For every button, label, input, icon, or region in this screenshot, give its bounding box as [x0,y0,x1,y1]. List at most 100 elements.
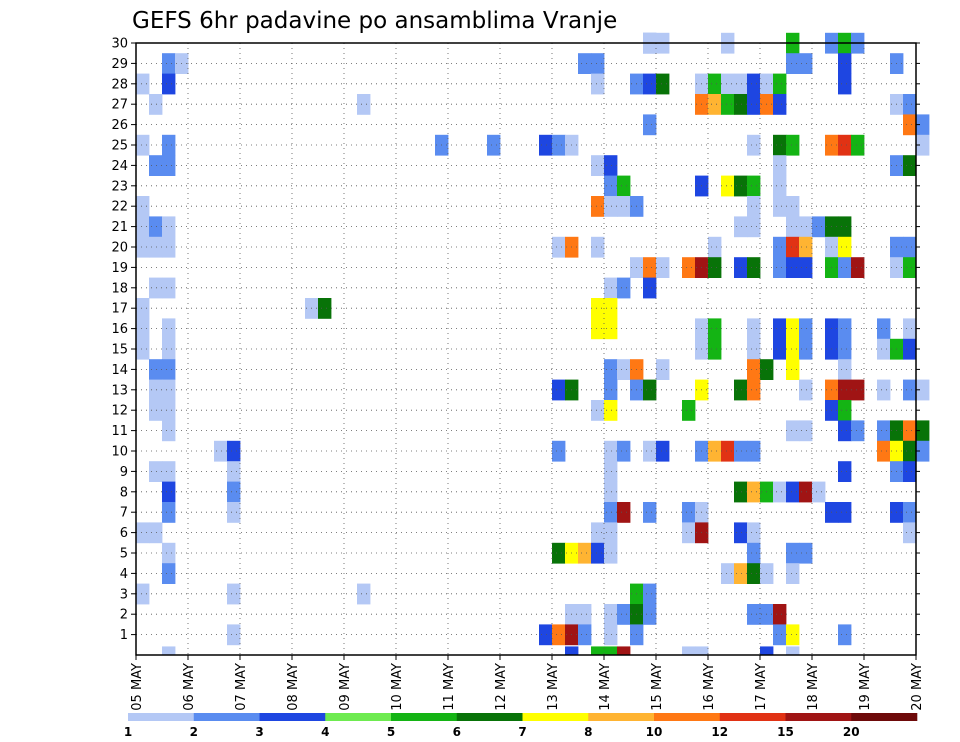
heatmap-cell [617,604,631,625]
heatmap-cell [604,461,618,482]
heatmap-cell [734,522,748,544]
heatmap-cell [838,461,852,482]
heatmap-cell [851,134,865,156]
colorbar-label: 5 [387,725,395,739]
y-tick-label: 3 [120,587,128,602]
heatmap-cell [734,175,748,197]
y-tick-label: 7 [120,506,128,521]
heatmap-cell [604,481,618,503]
heatmap-cell [552,542,566,564]
heatmap-cell [552,440,566,462]
heatmap-cell [812,481,826,503]
heatmap-cell [799,542,813,564]
heatmap-cell [903,502,917,523]
heatmap-cell [838,53,852,74]
heatmap-cell [136,338,150,360]
y-tick-label: 26 [111,118,128,133]
x-tick-label: 20 MAY [910,663,925,711]
heatmap-cell [149,461,163,482]
heatmap-cell [747,73,761,95]
y-tick-label: 30 [111,37,128,52]
heatmap-cell [604,400,618,421]
heatmap-cell [747,257,761,278]
heatmap-cell [136,134,150,156]
heatmap-cell [799,420,813,442]
heatmap-cell [786,542,800,564]
heatmap-cell [708,236,722,258]
heatmap-cell [357,583,371,605]
heatmap-cell [591,298,605,319]
heatmap-cell [617,175,631,197]
heatmap-cell [682,646,696,656]
heatmap-cell [734,440,748,462]
y-tick-label: 21 [111,220,128,235]
x-tick-label: 15 MAY [650,663,665,711]
heatmap-cell [149,236,163,258]
y-tick-label: 15 [111,343,128,358]
x-tick-label: 09 MAY [338,663,353,711]
colorbar-label: 10 [646,725,663,739]
heatmap-cell [136,236,150,258]
heatmap-cell [773,318,787,340]
heatmap-cell [838,379,852,401]
heatmap-cell [227,583,241,605]
heatmap-cell [734,216,748,238]
heatmap-cell [916,114,930,136]
heatmap-cell [773,481,787,503]
y-tick-label: 11 [111,424,128,439]
heatmap-cell [903,94,917,115]
y-tick-label: 6 [120,526,128,541]
heatmap-cell [903,257,917,278]
heatmap-cell [799,379,813,401]
y-tick-label: 14 [111,363,128,378]
heatmap-cell [604,646,618,656]
y-tick-label: 23 [111,179,128,194]
y-tick-label: 24 [111,159,128,174]
heatmap-cell [838,400,852,421]
colorbar-swatch [522,713,589,721]
colorbar-label: 4 [321,725,329,739]
heatmap-cell [708,440,722,462]
heatmap-cell [773,134,787,156]
heatmap-cell [747,379,761,401]
colorbar: 1 2 3 4 5 6 7 8 10 12 15 20 [124,713,918,739]
heatmap-cell [721,94,735,115]
heatmap-cell [591,522,605,544]
heatmap-cell [227,481,241,503]
colorbar-swatch [785,713,852,721]
heatmap-cell [708,318,722,340]
heatmap-cell [747,216,761,238]
heatmap-cell [565,646,579,656]
heatmap-cell [760,646,774,656]
colorbar-label: 8 [584,725,592,739]
heatmap-cell [877,338,891,360]
y-tick-label: 17 [111,302,128,317]
colorbar-label: 1 [124,725,132,739]
colorbar-swatch [128,713,195,721]
heatmap-cell [851,379,865,401]
heatmap-cell [838,338,852,360]
heatmap-cells [136,32,930,656]
x-tick-label: 16 MAY [702,663,717,711]
heatmap-cell [617,502,631,523]
heatmap-cell [747,604,761,625]
heatmap-cell [838,502,852,523]
heatmap-cell [838,216,852,238]
heatmap-cell [591,400,605,421]
gridlines [136,43,916,655]
heatmap-cell [578,542,592,564]
heatmap-cell [734,94,748,115]
heatmap-cell [214,440,228,462]
heatmap-cell [877,379,891,401]
heatmap-cell [773,257,787,278]
heatmap-cell [136,216,150,238]
heatmap-cell [162,563,176,584]
x-tick-label: 19 MAY [858,663,873,711]
heatmap-cell [734,563,748,584]
heatmap-cell [318,298,332,319]
heatmap-cell [643,73,657,95]
heatmap-cell [162,236,176,258]
heatmap-cell [851,257,865,278]
heatmap-cell [747,338,761,360]
heatmap-cell [604,359,618,380]
